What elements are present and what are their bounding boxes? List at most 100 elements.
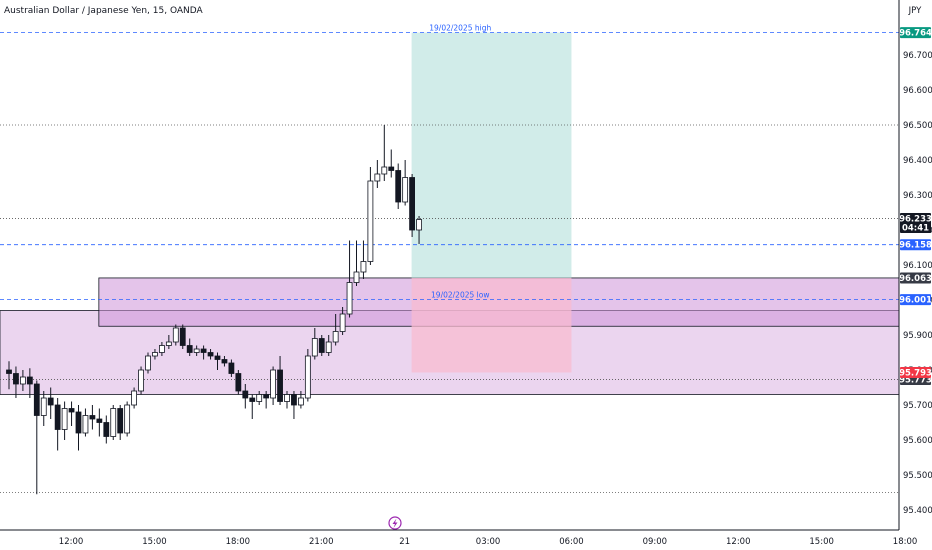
price-label-96.764: 96.764 xyxy=(899,27,932,39)
candle-18 xyxy=(131,387,138,409)
candle-10 xyxy=(75,405,82,451)
candle-40 xyxy=(284,391,290,409)
candle-55 xyxy=(388,149,395,178)
svg-text:96.001: 96.001 xyxy=(899,296,932,306)
candle-33 xyxy=(235,370,242,395)
svg-text:96.158: 96.158 xyxy=(899,241,932,251)
candle-50 xyxy=(353,240,360,286)
candle-48 xyxy=(339,307,346,335)
candle-13 xyxy=(96,408,103,437)
candle-28 xyxy=(200,345,207,360)
annotations-layer: 19/02/2025 high 19/02/2025 low xyxy=(429,24,491,300)
annotation-0: 19/02/2025 high xyxy=(429,24,491,33)
y-tick-label: 96.400 xyxy=(903,156,932,166)
candle-56 xyxy=(395,163,402,209)
price-label-96.001: 96.001 xyxy=(899,294,932,306)
y-tick-label: 95.600 xyxy=(903,436,932,446)
candle-3 xyxy=(26,368,33,398)
y-tick-label: 95.500 xyxy=(903,471,932,481)
candle-16 xyxy=(117,405,124,440)
candle-54 xyxy=(381,125,388,181)
event-icon[interactable] xyxy=(388,516,402,530)
candle-22 xyxy=(158,342,165,356)
candle-37 xyxy=(263,391,270,409)
candle-52 xyxy=(367,167,374,265)
zone-label-96.063: 96.063 xyxy=(899,272,932,284)
candle-19 xyxy=(138,366,144,395)
candle-24 xyxy=(172,324,179,346)
candle-21 xyxy=(152,349,158,360)
candle-9 xyxy=(68,401,75,426)
candle-46 xyxy=(325,335,332,356)
candle-17 xyxy=(124,401,131,437)
x-tick-label: 15:00 xyxy=(142,537,167,547)
svg-text:95.773: 95.773 xyxy=(899,375,932,385)
candle-8 xyxy=(61,401,68,440)
annotation-1: 19/02/2025 low xyxy=(431,291,489,300)
candle-15 xyxy=(110,405,117,440)
candle-7 xyxy=(54,398,61,451)
price-lines-layer xyxy=(0,32,899,493)
candle-47 xyxy=(332,314,339,346)
candle-6 xyxy=(47,387,54,419)
chart-title: Australian Dollar / Japanese Yen, 15, OA… xyxy=(4,6,203,16)
candle-51 xyxy=(360,240,367,279)
candle-20 xyxy=(145,352,151,374)
svg-text:96.063: 96.063 xyxy=(899,274,932,284)
target-zone[interactable] xyxy=(411,32,572,278)
candle-39 xyxy=(277,356,283,405)
y-tick-label: 96.500 xyxy=(903,121,932,131)
candle-42 xyxy=(297,391,304,409)
candle-30 xyxy=(214,352,221,370)
candle-49 xyxy=(346,240,353,318)
candle-23 xyxy=(165,335,172,349)
svg-text:04:41: 04:41 xyxy=(902,223,929,233)
position-tool[interactable] xyxy=(411,32,572,373)
candle-11 xyxy=(82,408,89,437)
y-tick-label: 95.900 xyxy=(903,331,932,341)
y-tick-label: 96.300 xyxy=(903,191,932,201)
x-tick-label: 12:00 xyxy=(59,537,84,547)
candle-35 xyxy=(249,394,256,419)
x-tick-label: 18:00 xyxy=(226,537,251,547)
price-label-96.158: 96.158 xyxy=(899,239,932,251)
y-tick-label: 96.100 xyxy=(903,261,932,271)
candle-57 xyxy=(402,160,409,206)
svg-text:95.793: 95.793 xyxy=(899,368,932,378)
candle-44 xyxy=(311,328,318,360)
x-tick-label: 03:00 xyxy=(476,537,501,547)
candle-38 xyxy=(270,366,277,405)
currency-label[interactable]: JPY xyxy=(908,6,922,16)
candle-26 xyxy=(186,338,193,356)
candle-59 xyxy=(416,216,422,244)
candle-5 xyxy=(40,391,47,426)
x-tick-label: 09:00 xyxy=(643,537,668,547)
candle-43 xyxy=(304,349,311,402)
stop-label: 95.793 xyxy=(899,366,932,378)
candle-4 xyxy=(33,380,40,495)
svg-text:96.233: 96.233 xyxy=(899,214,932,224)
y-tick-label: 95.700 xyxy=(903,401,932,411)
candle-53 xyxy=(374,160,381,188)
candles-layer xyxy=(6,125,422,495)
x-tick-label: 21:00 xyxy=(309,537,334,547)
candle-14 xyxy=(103,415,110,444)
x-tick-label: 15:00 xyxy=(809,537,834,547)
candle-2 xyxy=(19,370,26,391)
y-tick-label: 96.700 xyxy=(903,51,932,61)
candle-41 xyxy=(291,391,297,419)
stop-zone[interactable] xyxy=(411,277,572,373)
y-tick-label: 95.400 xyxy=(903,506,932,516)
candle-36 xyxy=(256,391,263,405)
candle-0 xyxy=(6,361,12,390)
candle-58 xyxy=(409,174,416,237)
candle-27 xyxy=(193,345,200,356)
svg-text:96.764: 96.764 xyxy=(899,29,932,39)
x-tick-label: 06:00 xyxy=(559,537,584,547)
candle-34 xyxy=(242,384,249,409)
candle-1 xyxy=(13,366,19,398)
candle-45 xyxy=(318,335,325,356)
